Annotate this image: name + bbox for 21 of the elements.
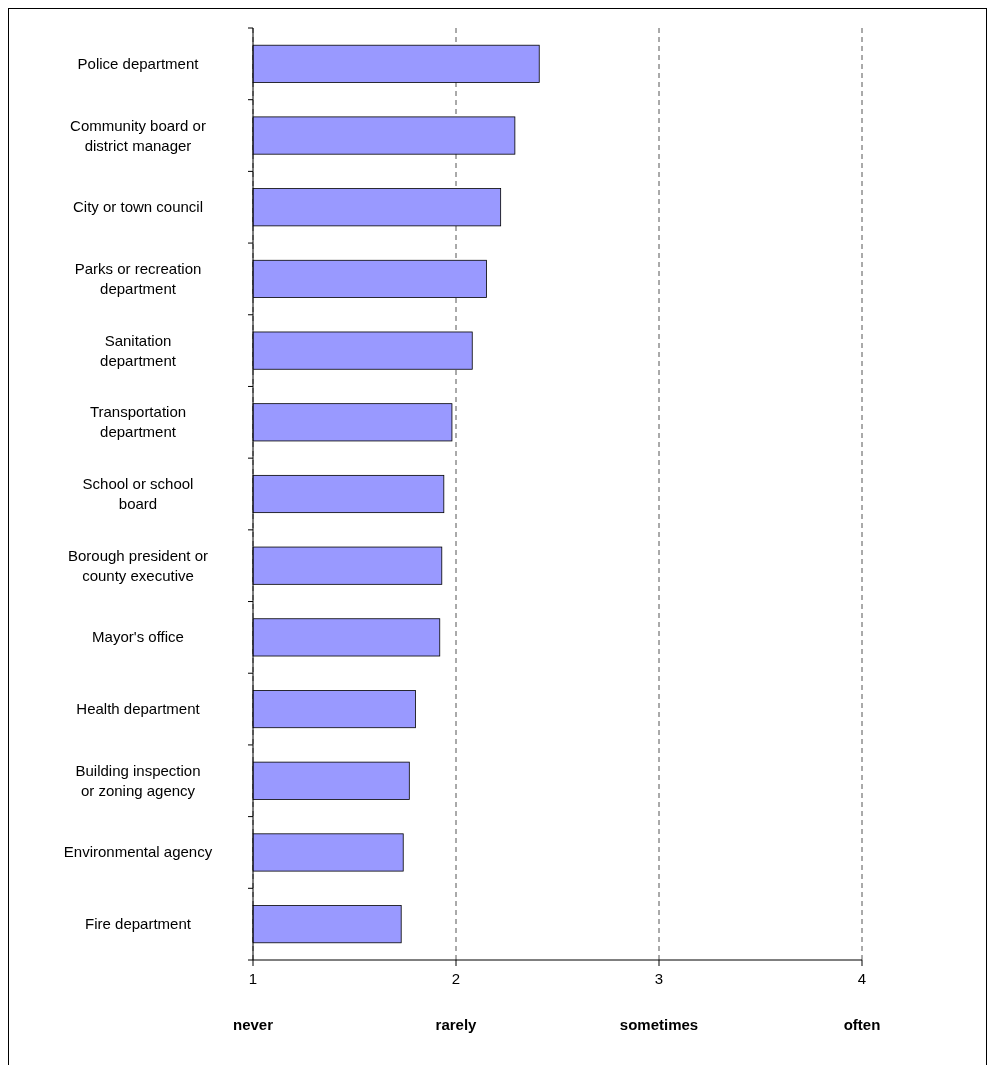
y-tick-label: Borough president or county executive bbox=[67, 546, 209, 584]
y-tick-label: School or school board bbox=[82, 475, 194, 512]
text: sometimes bbox=[619, 1016, 699, 1033]
y-tick-label: Transportation department bbox=[89, 403, 187, 441]
y-tick-label: Parks or recreation department bbox=[74, 259, 202, 297]
text: never bbox=[232, 1016, 274, 1033]
y-tick-label: Health department bbox=[76, 700, 201, 718]
y-tick-label: Environmental agency bbox=[63, 843, 213, 861]
x-tick-label: 1 bbox=[248, 970, 258, 987]
text: rarely bbox=[435, 1016, 478, 1033]
y-tick-label: Police department bbox=[77, 54, 200, 72]
y-tick-label: Fire department bbox=[85, 915, 192, 933]
x-tick-label: 3 bbox=[654, 970, 664, 987]
y-tick-label: Sanitation department bbox=[100, 331, 177, 369]
x-tick-label: 4 bbox=[857, 970, 867, 987]
y-tick-label: City or town council bbox=[72, 198, 204, 216]
x-tick-label: 2 bbox=[451, 970, 461, 987]
y-tick-label: Building inspection or zoning agency bbox=[75, 761, 201, 799]
y-tick-label: Mayor's office bbox=[92, 628, 184, 646]
y-tick-label: Community board or district manager bbox=[70, 116, 206, 154]
text: often bbox=[843, 1016, 881, 1033]
